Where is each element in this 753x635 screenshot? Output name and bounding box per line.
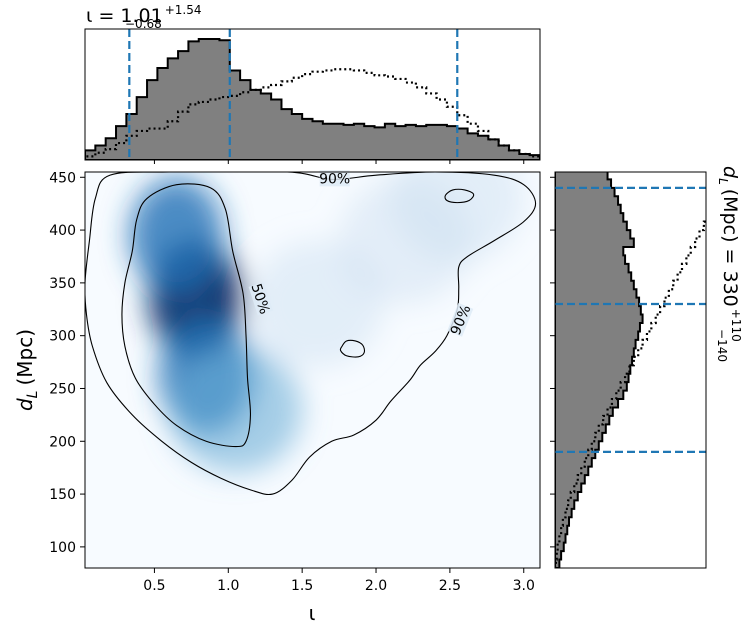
y-axis-ticks: 100 150 200 250 300 350 400 450 [49,170,85,556]
contour-label-background [248,281,274,316]
right-panel-y-ticks [550,176,555,548]
right-title-sup: +110 [729,309,743,342]
top-title-sup: +1.54 [165,3,202,17]
y-axis-label-main: d [13,398,37,411]
y-tick-label: 250 [49,381,76,397]
y-axis-label-unit: (Mpc) [13,329,37,386]
right-histogram-filled [555,172,644,568]
x-tick-label: 2.0 [365,578,387,594]
top-title-prefix: ι = 1.01 [86,5,163,27]
top-histogram-filled [85,38,540,160]
right-histogram-prior [555,172,706,568]
right-title-sub-L: L [716,178,730,185]
x-tick-label: 1.0 [217,578,239,594]
right-title-main: d [719,166,741,179]
top-title-sub: −0.68 [125,17,162,31]
contour-line [339,339,366,358]
right-marginal-panel: dL (Mpc) = 330 +110−140 [550,166,743,569]
density-peak [129,177,224,294]
y-tick-label: 200 [49,434,76,450]
joint-panel-frame [84,171,541,569]
y-axis-label: dL (Mpc) [13,329,41,411]
contour-label-background [319,170,350,187]
x-tick-label: 1.5 [291,578,313,594]
x-tick-label: 2.5 [439,578,461,594]
right-histogram [555,172,706,568]
x-tick-label: 0.5 [143,578,165,594]
density-peak [390,172,524,262]
density-peak [169,346,303,473]
y-tick-label: 300 [49,329,76,345]
right-panel-frame [554,171,707,569]
contour-line [121,183,252,448]
joint-panel: 50%90%90% 0.5 1.0 1.5 2.0 2.5 3.0 10015020025… [13,160,541,625]
top-title: ι = 1.01 +1.54 −0.68 [86,3,202,31]
y-tick-label: 450 [49,170,76,186]
density-heatmap [129,172,524,473]
y-tick-label: 400 [49,223,76,239]
right-title-mid: (Mpc) = 330 [719,189,741,307]
density-blur-group [129,172,524,473]
y-tick-label: 350 [49,276,76,292]
right-title-sub: −140 [715,329,729,362]
contour-label-background [447,302,474,337]
x-tick-label: 3.0 [513,578,535,594]
y-axis-label-sub: L [25,391,41,399]
contour-line [444,188,475,204]
y-tick-label: 150 [49,487,76,503]
x-axis-label: ι [309,601,316,625]
top-marginal-panel: ι = 1.01 +1.54 −0.68 [84,3,541,161]
top-histogram [85,29,540,160]
contour-label-group: 90% [319,170,350,187]
x-axis-ticks: 0.5 1.0 1.5 2.0 2.5 3.0 [143,160,535,594]
y-tick-label: 100 [49,540,76,556]
right-title: dL (Mpc) = 330 +110−140 [715,166,743,362]
contour-label: 90% [319,171,350,187]
